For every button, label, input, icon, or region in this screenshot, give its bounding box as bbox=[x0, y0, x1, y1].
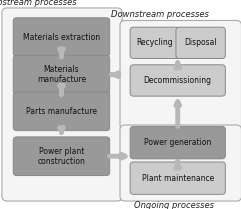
Text: Decommissioning: Decommissioning bbox=[144, 76, 212, 85]
FancyBboxPatch shape bbox=[130, 126, 225, 159]
Text: Recycling: Recycling bbox=[137, 38, 173, 47]
FancyBboxPatch shape bbox=[130, 65, 225, 96]
FancyBboxPatch shape bbox=[13, 18, 110, 56]
FancyBboxPatch shape bbox=[120, 125, 241, 201]
FancyBboxPatch shape bbox=[13, 92, 110, 131]
Text: Power generation: Power generation bbox=[144, 138, 211, 147]
FancyBboxPatch shape bbox=[130, 27, 180, 59]
FancyBboxPatch shape bbox=[13, 137, 110, 176]
Text: Materials extraction: Materials extraction bbox=[23, 33, 100, 42]
Text: Upstream processes: Upstream processes bbox=[0, 0, 77, 7]
Text: Plant maintenance: Plant maintenance bbox=[142, 174, 214, 183]
FancyBboxPatch shape bbox=[120, 20, 241, 130]
Text: Ongoing processes: Ongoing processes bbox=[134, 201, 214, 209]
Text: Materials
manufacture: Materials manufacture bbox=[37, 65, 86, 84]
Text: Downstream processes: Downstream processes bbox=[111, 10, 209, 19]
FancyBboxPatch shape bbox=[13, 55, 110, 94]
Text: Parts manufacture: Parts manufacture bbox=[26, 107, 97, 116]
FancyBboxPatch shape bbox=[176, 27, 225, 59]
FancyBboxPatch shape bbox=[2, 8, 122, 201]
Text: Disposal: Disposal bbox=[184, 38, 217, 47]
Text: Power plant
construction: Power plant construction bbox=[38, 147, 85, 166]
FancyBboxPatch shape bbox=[130, 162, 225, 194]
